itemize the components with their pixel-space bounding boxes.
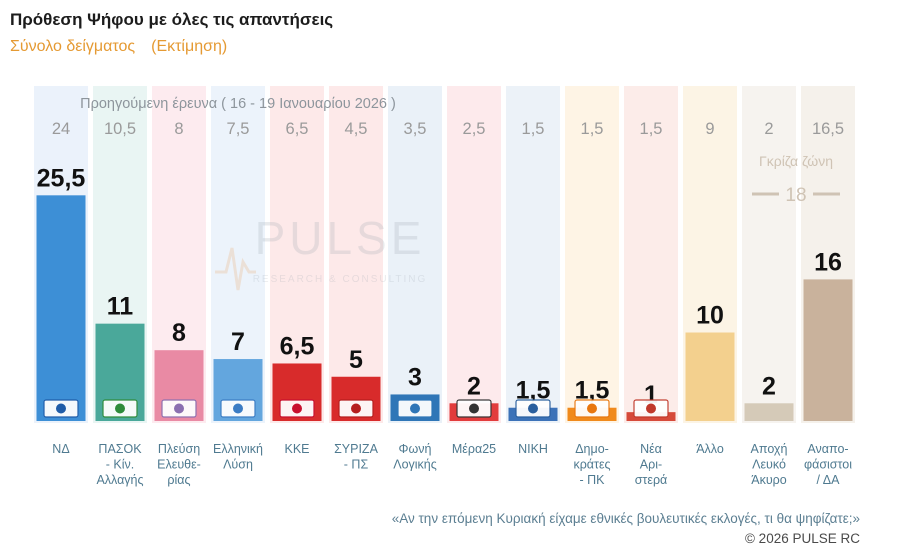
- column-band: [388, 86, 442, 423]
- party-logo-mark: [56, 403, 66, 414]
- bar: [744, 403, 794, 421]
- previous-value: 6,5: [286, 120, 309, 138]
- bar-value-label: 11: [107, 293, 134, 321]
- party-logo-mark: [351, 403, 361, 414]
- category-label: Πλεύση: [158, 442, 200, 456]
- category-label: φάσιστοι: [804, 458, 852, 472]
- category-label: ρίας: [167, 473, 190, 487]
- column-band: [506, 86, 560, 423]
- category-label: στερά: [635, 473, 668, 487]
- bar-value-label: 8: [172, 319, 186, 347]
- category-label: Μέρα25: [452, 442, 496, 456]
- party-logo-mark: [292, 403, 302, 414]
- category-label: Λογικής: [393, 458, 437, 472]
- category-label: Αναπο-: [807, 442, 848, 456]
- category-label: Λύση: [223, 458, 253, 472]
- column-band: [447, 86, 501, 423]
- previous-value: 4,5: [345, 120, 368, 138]
- watermark-pulse-icon: [215, 247, 256, 291]
- party-logo-mark: [528, 403, 538, 414]
- column-band: [624, 86, 678, 423]
- previous-survey-label: Προηγούμενη έρευνα ( 16 - 19 Ιανουαρίου …: [80, 96, 396, 112]
- bar-value-label: 2: [762, 372, 776, 400]
- bar-value-label: 5: [349, 346, 363, 374]
- category-label: ΠΑΣΟΚ: [98, 442, 142, 456]
- previous-value: 16,5: [812, 120, 844, 138]
- category-label: / ΔΑ: [817, 473, 841, 487]
- party-logo-mark: [469, 403, 479, 414]
- category-labels: ΝΔ ΠΑΣΟΚ - Κίν.Αλλαγής Πλεύση Ελευθε-ρίας Ελλ…: [52, 442, 852, 487]
- bar: [685, 332, 735, 421]
- subtitle-estimate: (Εκτίμηση): [151, 38, 228, 55]
- chart-title: Πρόθεση Ψήφου με όλες τις απαντήσεις: [10, 10, 334, 29]
- party-logo-mark: [233, 403, 243, 414]
- category-label: Αποχή: [751, 442, 788, 456]
- grey-zone-label: Γκρίζα ζώνη: [759, 153, 833, 169]
- copyright: © 2026 PULSE RC: [744, 531, 860, 546]
- grey-zone: Γκρίζα ζώνη 18: [752, 153, 840, 206]
- bar-value-label: 16: [814, 248, 842, 276]
- bar-value-label: 7: [231, 328, 245, 356]
- category-label: Δημο-: [575, 442, 609, 456]
- previous-value: 1,5: [522, 120, 545, 138]
- column-band: [329, 86, 383, 423]
- previous-value: 8: [174, 120, 183, 138]
- column-band: [565, 86, 619, 423]
- bar-value-label: 10: [696, 302, 724, 330]
- previous-value: 2: [764, 120, 773, 138]
- party-logo-mark: [115, 403, 125, 414]
- bar: [803, 279, 853, 421]
- previous-value: 2,5: [463, 120, 486, 138]
- category-label: Λευκό: [752, 458, 786, 472]
- previous-value: 24: [52, 120, 70, 138]
- category-label: ΚΚΕ: [284, 442, 309, 456]
- column-band: [742, 86, 796, 423]
- previous-values: 24 10,5 8 7,5 6,5 4,5 3,5 2,5 1,5 1,5 1,5 9 2 16,5: [52, 120, 844, 138]
- previous-value: 1,5: [581, 120, 604, 138]
- watermark-brand: PULSE: [255, 212, 426, 264]
- category-label: Νέα: [640, 442, 662, 456]
- category-label: Ελληνική: [213, 442, 263, 456]
- previous-value: 9: [705, 120, 714, 138]
- survey-question: «Αν την επόμενη Κυριακή είχαμε εθνικές β…: [391, 511, 860, 526]
- category-label: ΝΙΚΗ: [518, 442, 548, 456]
- bar: [36, 195, 86, 421]
- party-logo-mark: [587, 403, 597, 414]
- previous-value: 7,5: [227, 120, 250, 138]
- party-logo-mark: [410, 403, 420, 414]
- category-label: Αλλαγής: [96, 473, 143, 487]
- grey-zone-value: 18: [785, 185, 806, 206]
- party-logo-mark: [174, 403, 184, 414]
- previous-value: 3,5: [404, 120, 427, 138]
- category-label: - Κίν.: [106, 458, 134, 472]
- chart-subtitle: Σύνολο δείγματος (Εκτίμηση): [10, 38, 227, 56]
- previous-value: 1,5: [640, 120, 663, 138]
- category-label: Ελευθε-: [157, 458, 201, 472]
- previous-value: 10,5: [104, 120, 136, 138]
- category-label: ΝΔ: [52, 442, 69, 456]
- category-label: Αρι-: [640, 458, 662, 472]
- category-label: κράτες: [573, 458, 610, 472]
- watermark: PULSE RESEARCH & CONSULTING: [215, 212, 428, 291]
- category-label: Φωνή: [399, 442, 432, 456]
- category-label: ΣΥΡΙΖΑ: [334, 442, 379, 456]
- category-label: Άκυρο: [751, 473, 787, 487]
- category-label: Άλλο: [696, 442, 724, 456]
- party-logo-mark: [646, 403, 656, 414]
- bar-value-label: 3: [408, 363, 422, 391]
- party-logos: [43, 399, 669, 418]
- category-label: - ΠΣ: [344, 458, 369, 472]
- bar-value-label: 25,5: [37, 164, 86, 192]
- bar-value-label: 2: [467, 372, 481, 400]
- watermark-sub: RESEARCH & CONSULTING: [253, 274, 428, 285]
- bar-value-label: 6,5: [280, 332, 315, 360]
- category-label: - ΠΚ: [580, 473, 606, 487]
- subtitle-sample: Σύνολο δείγματος: [10, 38, 136, 55]
